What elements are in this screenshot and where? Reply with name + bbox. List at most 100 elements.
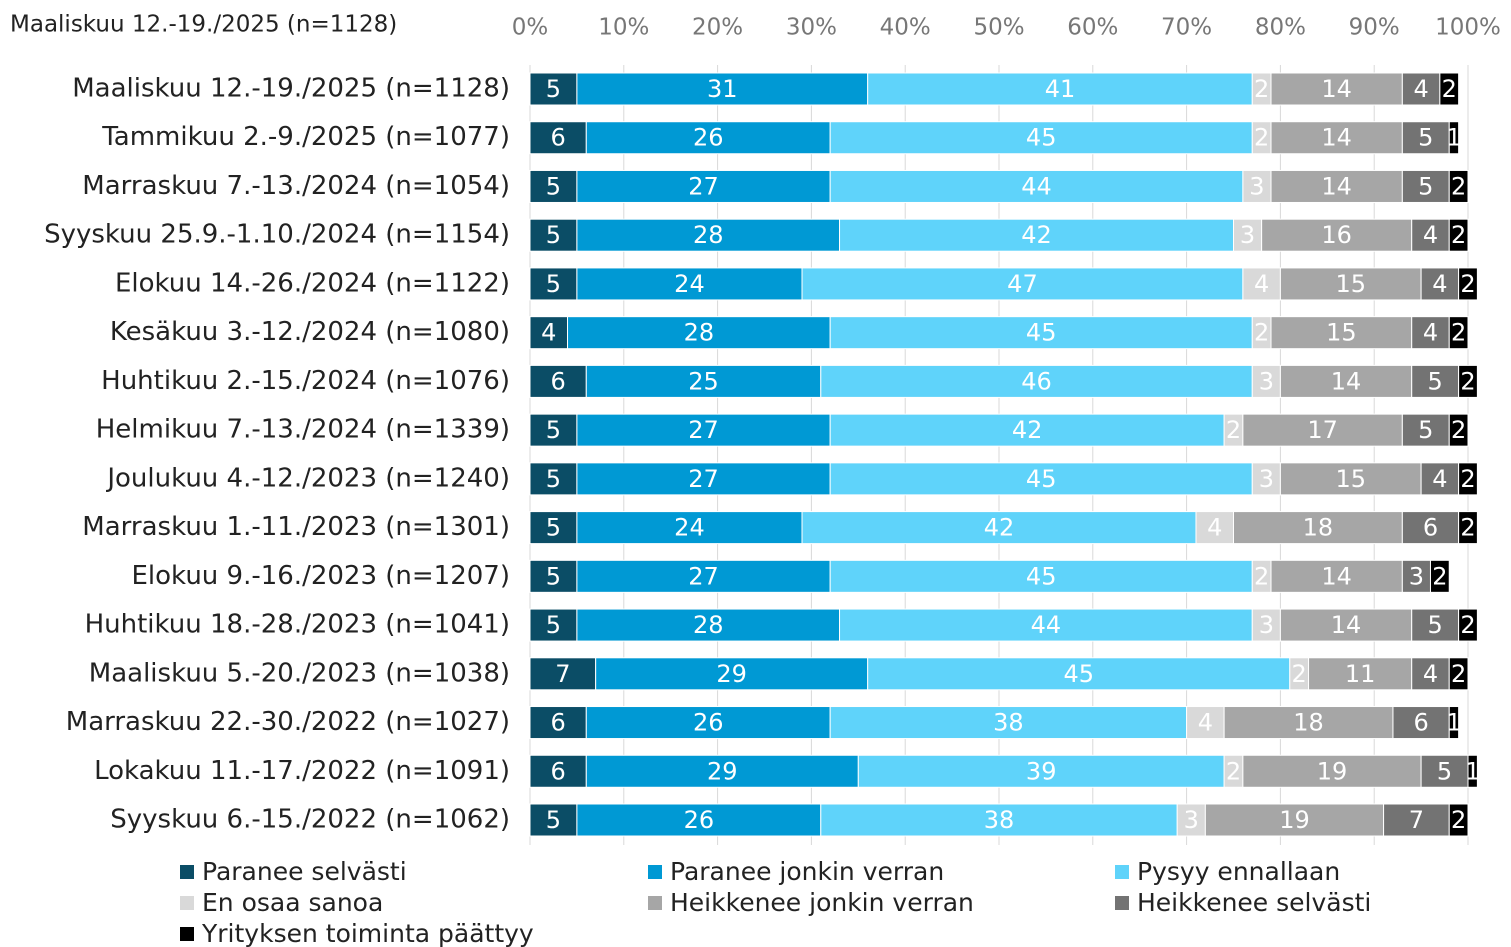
data-label: 5	[546, 75, 561, 103]
bar-segment	[1270, 559, 1403, 593]
data-label: 3	[1259, 611, 1274, 639]
bar-segment	[1242, 754, 1422, 788]
bar-segment	[529, 803, 578, 837]
bar-segment	[857, 754, 1225, 788]
data-label: 2	[1254, 319, 1269, 347]
bar-segment	[1195, 511, 1234, 545]
data-label: 5	[546, 611, 561, 639]
data-label: 19	[1317, 757, 1348, 785]
bar-segment	[595, 657, 869, 691]
data-label: 42	[984, 514, 1015, 542]
bar-segment	[576, 72, 869, 106]
legend-swatch	[1115, 865, 1129, 879]
bar-segment	[1242, 267, 1281, 301]
bar-segment	[1411, 316, 1450, 350]
data-label: 6	[1413, 709, 1428, 737]
legend-swatch	[1115, 896, 1129, 910]
data-label: 2	[1460, 367, 1475, 395]
y-tick-label: Huhtikuu 2.-15./2024 (n=1076)	[101, 366, 510, 396]
bar-segment	[585, 121, 831, 155]
bar-segment	[1411, 608, 1460, 642]
data-label: 15	[1326, 319, 1357, 347]
x-tick-label: 90%	[1349, 15, 1400, 41]
bar-segment	[576, 169, 831, 203]
data-label: 41	[1045, 75, 1076, 103]
bar-segment	[839, 218, 1234, 252]
bar-segment	[529, 462, 578, 496]
bar-segment	[1448, 218, 1469, 252]
data-label: 42	[1012, 416, 1043, 444]
data-label: 6	[550, 367, 565, 395]
data-label: 5	[546, 514, 561, 542]
legend-label: Paranee jonkin verran	[670, 857, 944, 886]
data-label: 3	[1184, 806, 1199, 834]
bar-segment	[529, 316, 569, 350]
data-label: 4	[1423, 319, 1438, 347]
x-tick-label: 70%	[1161, 15, 1212, 41]
data-label: 24	[674, 270, 705, 298]
bar-segment	[1223, 706, 1394, 740]
data-label: 6	[550, 124, 565, 152]
data-label: 2	[1226, 757, 1241, 785]
data-label: 28	[693, 221, 724, 249]
bar-segment	[529, 267, 578, 301]
data-label: 5	[546, 221, 561, 249]
chart-title: Maaliskuu 12.-19./2025 (n=1128)	[10, 12, 397, 38]
data-label: 2	[1254, 75, 1269, 103]
data-label: 2	[1460, 465, 1475, 493]
x-tick-label: 80%	[1255, 15, 1306, 41]
data-label: 1	[1446, 709, 1461, 737]
data-label: 2	[1451, 416, 1466, 444]
bar-segment	[1420, 754, 1469, 788]
data-label: 29	[716, 660, 747, 688]
bar-segment	[1458, 267, 1478, 301]
data-label: 26	[693, 124, 724, 152]
bar-segment	[585, 754, 859, 788]
x-tick-label: 30%	[786, 15, 837, 41]
x-tick-label: 20%	[692, 15, 743, 41]
data-label: 2	[1460, 611, 1475, 639]
bar-segment	[1420, 462, 1460, 496]
data-label: 28	[684, 319, 715, 347]
data-label: 4	[541, 319, 556, 347]
y-tick-label: Syyskuu 25.9.-1.10./2024 (n=1154)	[44, 220, 510, 250]
data-label: 27	[688, 562, 719, 590]
bar-segment	[1242, 413, 1403, 447]
data-label: 45	[1063, 660, 1094, 688]
data-label: 47	[1007, 270, 1038, 298]
data-label: 4	[1413, 75, 1428, 103]
data-label: 14	[1321, 562, 1352, 590]
bar-segment	[1204, 803, 1385, 837]
data-label: 2	[1460, 270, 1475, 298]
y-tick-label: Syyskuu 6.-15./2022 (n=1062)	[110, 805, 510, 835]
data-label: 27	[688, 416, 719, 444]
data-label: 4	[1198, 709, 1213, 737]
data-label: 2	[1451, 806, 1466, 834]
data-label: 28	[693, 611, 724, 639]
bar-segment	[829, 121, 1253, 155]
y-tick-label: Lokakuu 11.-17./2022 (n=1091)	[94, 756, 510, 786]
legend-label: Yrityksen toiminta päättyy	[201, 919, 534, 947]
y-tick-label: Elokuu 9.-16./2023 (n=1207)	[132, 561, 511, 591]
data-label: 1	[1446, 124, 1461, 152]
bar-segment	[529, 72, 578, 106]
bar-segment	[829, 316, 1253, 350]
data-label: 16	[1321, 221, 1352, 249]
data-label: 5	[1428, 611, 1443, 639]
bar-segment	[829, 169, 1244, 203]
data-label: 4	[1423, 660, 1438, 688]
data-label: 45	[1026, 124, 1057, 152]
data-label: 27	[688, 465, 719, 493]
bar-segment	[576, 218, 841, 252]
bar-segment	[576, 511, 803, 545]
bar-segment	[1448, 657, 1469, 691]
x-tick-label: 50%	[973, 15, 1024, 41]
data-label: 2	[1451, 319, 1466, 347]
data-label: 7	[555, 660, 570, 688]
bar-segment	[1458, 511, 1478, 545]
legend-label: Pysyy ennallaan	[1137, 857, 1340, 886]
data-label: 5	[546, 172, 561, 200]
bar-segment	[529, 559, 578, 593]
bar-segment	[1176, 803, 1206, 837]
